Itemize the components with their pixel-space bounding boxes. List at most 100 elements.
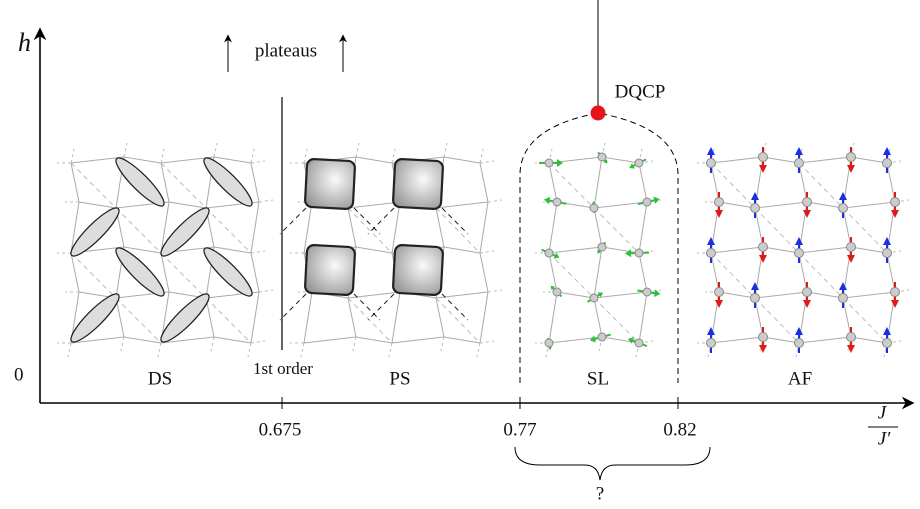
bond [593,201,648,209]
bond [160,336,215,344]
site [714,197,724,207]
site [589,293,599,303]
bond [710,291,720,344]
bond [443,246,481,254]
bond [710,162,720,203]
spin-head [715,210,723,218]
bond [78,201,117,209]
diag-bond [548,252,595,299]
phase-label: AF [788,368,812,389]
bond [601,246,640,254]
diag-bond [435,297,481,344]
bond [842,156,852,209]
site [758,152,768,162]
spin-head [891,300,899,308]
bond [798,252,808,293]
dqcp-point [590,105,606,121]
bond [886,201,896,254]
spin-head [839,282,847,290]
spin-head [847,165,855,173]
bond [250,148,255,164]
bond [556,291,595,299]
bond [548,252,558,293]
diag-bond [279,207,307,235]
bond [754,291,808,299]
bond [850,156,888,164]
site [882,338,892,348]
dqcp-label: DQCP [615,81,666,102]
diag-bond [842,297,888,344]
spin-head [627,337,634,344]
bond [601,336,640,344]
diag-bond [798,252,844,299]
brace [514,446,711,481]
bond [762,156,800,164]
bond [638,252,648,293]
diag-bond [115,207,162,254]
site [758,242,768,252]
bond [250,340,266,344]
bond [70,162,80,203]
diag-bond [754,207,800,254]
origin-label: 0 [14,364,24,385]
bond [435,297,445,338]
bond [479,252,489,293]
bond [593,207,603,248]
spin-head [629,163,635,169]
diag-bond [205,297,252,344]
bond [443,142,448,158]
bond [593,297,603,338]
bond [258,199,274,203]
spin-head [715,300,723,308]
dimer [160,207,210,257]
site [794,158,804,168]
spin-head [553,252,560,259]
spin-head [891,210,899,218]
bond [479,340,495,344]
bond [258,289,274,293]
bond [213,156,252,164]
site [544,248,554,258]
bond [168,201,207,209]
bond [303,148,308,164]
bond [710,336,764,344]
diag-bond [70,162,117,209]
dimer [203,157,253,207]
bond [806,291,844,299]
bond [388,342,393,358]
bond [479,162,489,203]
site [634,158,644,168]
site [758,332,768,342]
bond [347,207,357,248]
spin-head [883,237,891,245]
diag-bond [842,207,888,254]
bond [355,246,393,254]
diag-bond [710,162,756,209]
bond [718,201,756,209]
x-label-num: J [878,402,888,423]
bond [479,160,495,164]
bond [850,336,888,344]
bond [754,297,764,338]
bond [593,246,603,299]
lattices [57,142,910,358]
site [589,203,599,213]
bond [479,291,489,344]
site [597,152,607,162]
diag-bond [441,207,469,235]
bond [70,156,125,164]
spin-head [759,255,767,263]
bond [762,336,800,344]
dimer [203,247,253,297]
bond [754,207,764,248]
bond [548,291,558,344]
bond [250,160,266,164]
site [882,248,892,258]
diag-bond [160,252,207,299]
spin-head [707,237,715,245]
x-label-den: J′ [878,428,891,449]
plaquette [304,244,356,296]
bond [886,291,896,344]
diag-bond [754,297,800,344]
